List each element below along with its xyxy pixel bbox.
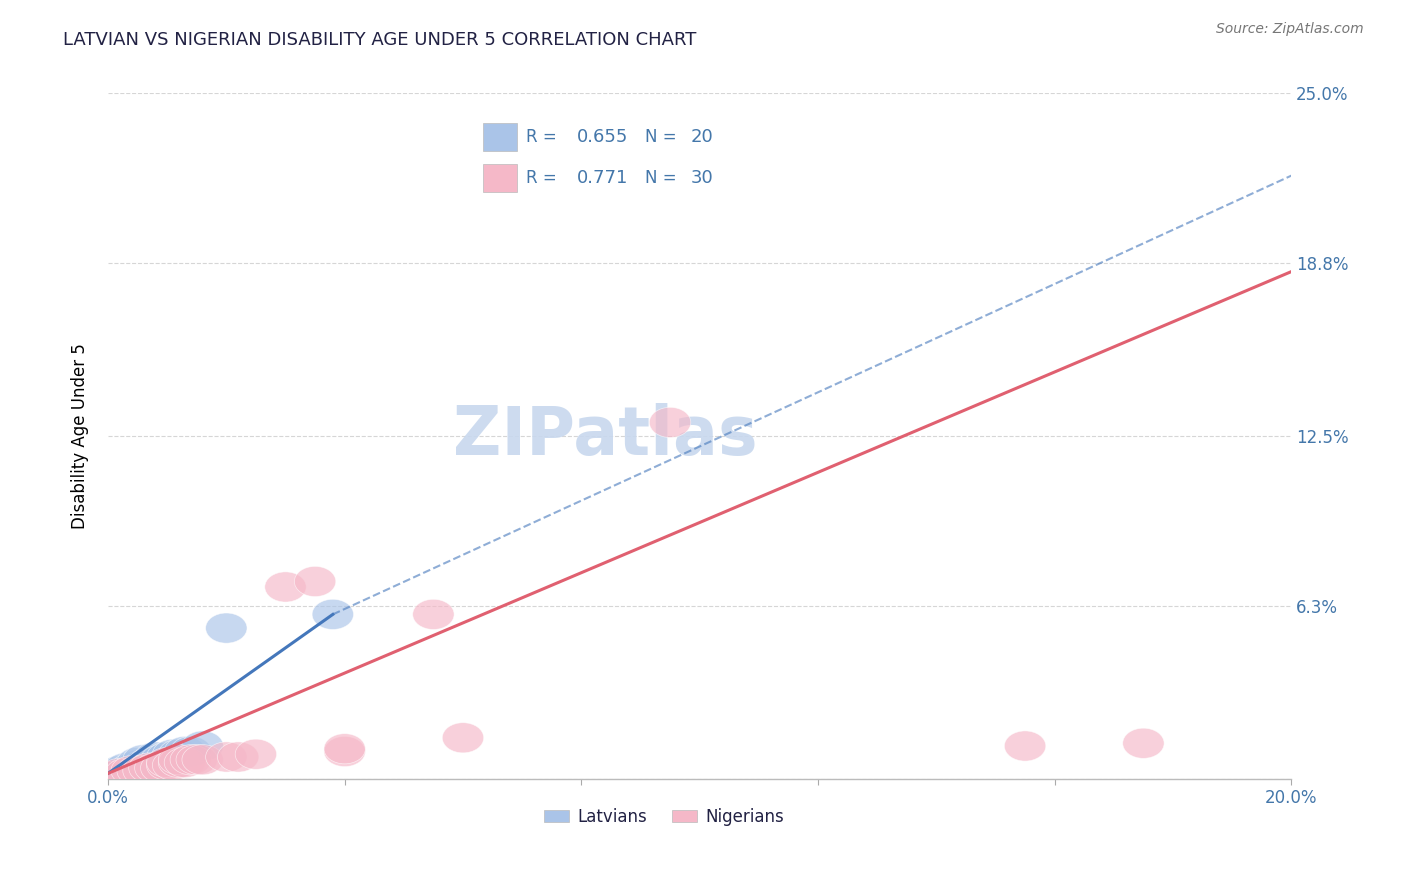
Ellipse shape [170, 745, 211, 775]
Ellipse shape [117, 750, 159, 780]
Ellipse shape [235, 739, 277, 769]
Ellipse shape [218, 742, 259, 772]
Ellipse shape [152, 750, 194, 780]
Ellipse shape [159, 747, 200, 778]
Ellipse shape [1123, 728, 1164, 758]
Ellipse shape [105, 758, 146, 789]
Ellipse shape [159, 739, 200, 769]
Ellipse shape [170, 737, 211, 766]
Ellipse shape [165, 747, 205, 778]
Ellipse shape [165, 737, 205, 766]
Ellipse shape [181, 731, 224, 761]
Text: LATVIAN VS NIGERIAN DISABILITY AGE UNDER 5 CORRELATION CHART: LATVIAN VS NIGERIAN DISABILITY AGE UNDER… [63, 31, 696, 49]
Ellipse shape [152, 739, 194, 769]
Ellipse shape [122, 745, 165, 775]
Ellipse shape [129, 753, 170, 783]
Ellipse shape [146, 750, 188, 780]
Ellipse shape [93, 761, 135, 791]
Ellipse shape [323, 734, 366, 764]
Ellipse shape [205, 742, 247, 772]
Ellipse shape [122, 756, 165, 786]
Ellipse shape [98, 758, 141, 789]
Ellipse shape [135, 745, 176, 775]
Ellipse shape [205, 613, 247, 643]
Ellipse shape [117, 756, 159, 786]
Ellipse shape [443, 723, 484, 753]
Ellipse shape [105, 753, 146, 783]
Ellipse shape [111, 753, 152, 783]
Text: ZIPatlas: ZIPatlas [453, 403, 758, 469]
Ellipse shape [146, 742, 188, 772]
Ellipse shape [111, 756, 152, 786]
Ellipse shape [1004, 731, 1046, 761]
Ellipse shape [141, 753, 181, 783]
Ellipse shape [141, 745, 181, 775]
Ellipse shape [117, 747, 159, 778]
Ellipse shape [135, 742, 176, 772]
Ellipse shape [413, 599, 454, 630]
Ellipse shape [135, 753, 176, 783]
Ellipse shape [122, 750, 165, 780]
Ellipse shape [159, 745, 200, 775]
Ellipse shape [650, 408, 690, 437]
Ellipse shape [98, 756, 141, 786]
Ellipse shape [264, 572, 307, 602]
Ellipse shape [176, 745, 218, 775]
Legend: Latvians, Nigerians: Latvians, Nigerians [537, 801, 792, 832]
Ellipse shape [146, 747, 188, 778]
Ellipse shape [129, 747, 170, 778]
Ellipse shape [323, 737, 366, 766]
Ellipse shape [93, 758, 135, 789]
Ellipse shape [312, 599, 353, 630]
Ellipse shape [294, 566, 336, 597]
Text: Source: ZipAtlas.com: Source: ZipAtlas.com [1216, 22, 1364, 37]
Y-axis label: Disability Age Under 5: Disability Age Under 5 [72, 343, 89, 529]
Ellipse shape [181, 745, 224, 775]
